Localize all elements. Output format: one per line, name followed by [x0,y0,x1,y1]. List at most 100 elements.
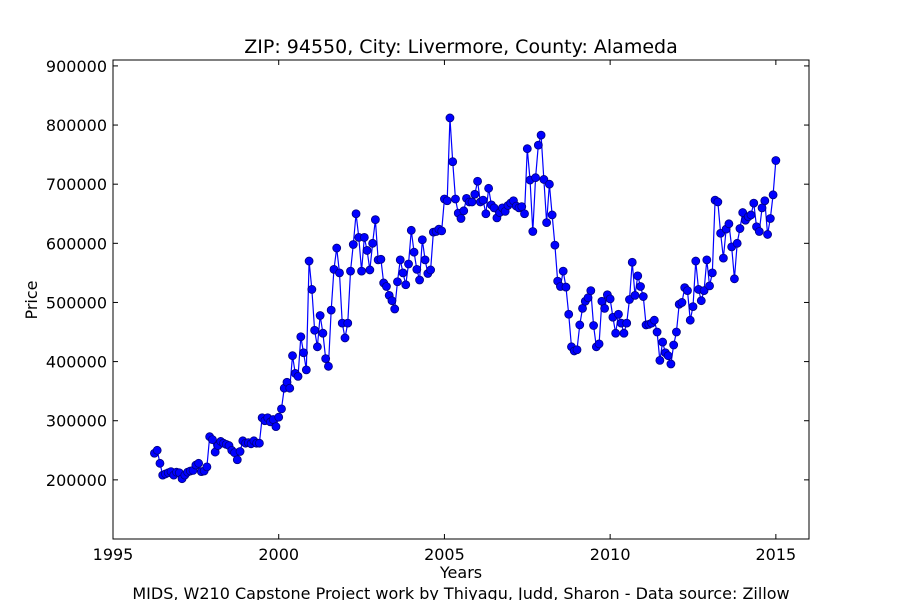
data-point [677,298,687,307]
data-point [235,447,245,456]
data-point [359,233,369,242]
y-axis-ticks: 200000 300000 400000 500000 600000 700000 8000… [46,57,809,490]
data-point [481,209,491,219]
data-point [335,268,344,278]
data-point [155,458,165,468]
data-point [288,351,297,361]
data-point [732,238,742,248]
data-point [718,253,728,263]
data-point [619,328,629,338]
y-tick-label: 900000 [46,57,107,76]
y-tick-label: 800000 [46,116,107,135]
data-point [622,318,632,328]
data-point [636,282,645,291]
data-point [702,255,712,265]
data-point [564,309,574,319]
data-point [202,462,212,472]
data-point [315,311,325,320]
data-point [614,309,623,319]
data-point [370,215,380,225]
data-layer [150,113,781,484]
data-point [194,458,204,468]
data-point [696,296,706,306]
data-point [627,257,637,267]
data-point [208,435,217,445]
data-point [415,275,424,285]
data-point [456,214,466,223]
data-point [473,176,482,186]
data-point [412,264,422,274]
data-point [544,179,554,189]
data-point [666,359,676,369]
data-point [398,268,408,278]
y-tick-label: 600000 [46,234,107,253]
data-point [771,156,781,165]
data-point [406,225,416,235]
data-point [437,226,447,236]
data-point [536,130,546,140]
data-point [376,254,386,264]
data-point [382,282,391,291]
data-point [561,282,571,292]
y-tick-label: 700000 [46,175,107,194]
data-point [707,268,717,278]
data-point [765,214,775,223]
data-point [600,303,610,313]
data-point [417,235,427,245]
data-point [271,422,281,432]
data-point [663,351,673,361]
data-point [293,371,303,381]
data-point [404,259,413,269]
data-point [520,209,529,219]
y-tick-label: 200000 [46,471,107,490]
data-point [310,325,320,335]
data-point [307,285,317,294]
data-point [724,219,734,229]
data-point [528,227,538,236]
data-point [368,238,378,248]
data-point [395,255,405,265]
data-point [531,173,540,183]
data-point [299,348,308,358]
data-point [683,286,692,296]
data-point [426,265,436,275]
data-point [672,327,681,337]
data-point [763,230,772,239]
data-point [445,113,455,123]
data-point [451,194,460,204]
data-point [348,240,358,249]
data-point [277,404,286,414]
data-point [669,340,679,350]
data-point [274,412,284,422]
x-tick-label: 2005 [424,545,465,564]
data-point [572,345,582,355]
data-point [285,383,295,393]
data-point [340,333,350,343]
data-point [589,321,598,330]
data-point [652,327,662,337]
data-point [484,183,494,193]
data-point [393,277,402,287]
data-point [522,144,532,154]
x-tick-label: 2000 [258,545,299,564]
data-point [586,286,596,296]
data-point [611,328,621,338]
data-point [760,196,770,206]
data-point [332,243,342,253]
data-point [542,218,552,228]
data-point [232,455,242,465]
data-point [655,356,665,365]
plot-frame [112,59,810,540]
data-point [558,266,568,276]
y-tick-label: 500000 [46,293,107,312]
data-point [470,189,480,199]
data-point [343,318,353,328]
y-axis-label: Price [22,280,41,319]
data-point [713,197,723,207]
data-point [365,265,375,275]
x-axis-ticks: 1995 2000 2005 2010 2015 [93,60,796,564]
data-point [533,140,543,150]
y-tick-label: 300000 [46,412,107,431]
data-point [362,246,372,255]
